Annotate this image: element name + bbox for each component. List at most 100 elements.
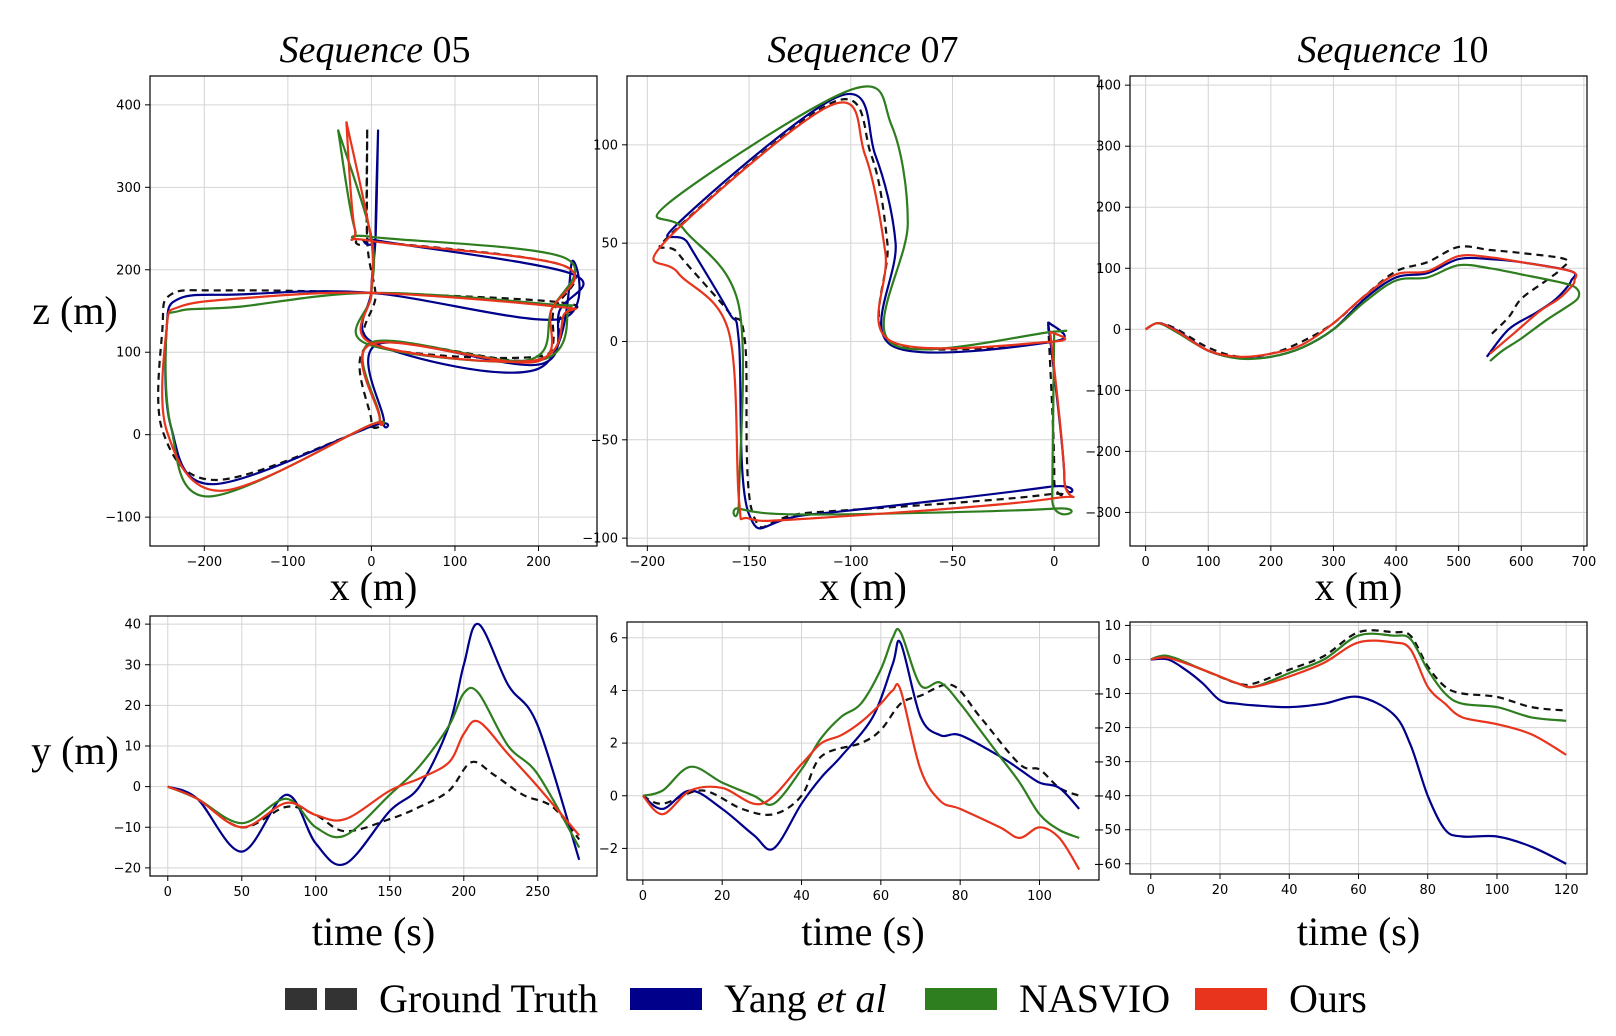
panel-height-sequence-10: 0 20 40 60 80 100 120 −60 −50 −40 −30 −20 −10 0 10 time…	[1094, 619, 1588, 954]
y-tick-label: −100	[1085, 384, 1121, 399]
x-tick-label: 500	[1446, 555, 1471, 570]
x-tick-label: 300	[1321, 555, 1346, 570]
y-tick-label: 0	[133, 780, 141, 795]
x-tick-label: 0	[367, 555, 375, 570]
series-line-yang	[167, 622, 581, 867]
x-tick-label: −100	[270, 555, 306, 570]
panel-trajectory-sequence-07: −200 −150 −100 −50 0 −100 −50 0 50 100 Sequence 07…	[582, 29, 1100, 609]
series-line-ours	[161, 121, 577, 492]
x-tick-label: 100	[1485, 883, 1510, 898]
nasvio-swatch	[925, 987, 997, 1010]
series-group	[167, 622, 581, 867]
panel-title: Sequence 05	[280, 29, 471, 71]
y-tick-label: 200	[116, 263, 141, 278]
y-tick-label: 100	[1096, 262, 1121, 277]
y-tick-label: 10	[1104, 619, 1121, 634]
series-line-ours	[642, 682, 1081, 871]
series-line-nasvio	[167, 686, 581, 849]
x-tick-label: −150	[731, 555, 767, 570]
x-tick-label: 100	[1196, 555, 1221, 570]
series-group	[1150, 629, 1567, 865]
x-tick-label: 60	[1350, 883, 1367, 898]
y-tick-label: −2	[599, 842, 618, 857]
x-tick-label: 0	[1050, 555, 1058, 570]
legend-item-ours: Ours	[1195, 975, 1367, 1022]
y-tick-label: −100	[582, 532, 618, 547]
series-line-nasvio	[1145, 263, 1581, 362]
y-tick-label: 4	[610, 684, 618, 699]
y-tick-label: −200	[1085, 445, 1121, 460]
x-axis-label: time (s)	[801, 909, 924, 954]
x-axis-label: x (m)	[330, 564, 418, 609]
series-line-ours	[652, 101, 1075, 522]
y-tick-label: 0	[1113, 653, 1121, 668]
series-line-nasvio	[655, 85, 1073, 518]
legend-label-nasvio: NASVIO	[1019, 976, 1171, 1021]
y-tick-label: 400	[116, 98, 141, 113]
axes-frame	[149, 75, 598, 547]
y-tick-label: 0	[610, 335, 618, 350]
series-line-ground-truth	[642, 683, 1080, 816]
x-tick-label: 20	[1212, 883, 1229, 898]
y-tick-label: 300	[1096, 140, 1121, 155]
x-tick-label: 80	[1419, 883, 1436, 898]
series-line-nasvio	[642, 627, 1080, 839]
axes-frame	[626, 75, 1100, 547]
series-group	[652, 85, 1075, 530]
legend-item-nasvio: NASVIO	[925, 975, 1170, 1022]
panel-height-sequence-07: 0 20 40 60 80 100 −2 0 2 4 6 time (s)	[599, 621, 1100, 954]
y-tick-label: 6	[610, 631, 618, 646]
y-tick-label: −50	[1094, 823, 1121, 838]
panel-height-sequence-05: 0 50 100 150 200 250 −20 −10 0 10 20 30 40 time (s) y …	[31, 615, 598, 954]
legend-item-ground-truth: Ground Truth	[285, 975, 598, 1022]
x-tick-label: 600	[1509, 555, 1534, 570]
panel-trajectory-sequence-10: 0 100 200 300 400 500 600 700 −300 −200 −100 0 100 20…	[1085, 29, 1596, 609]
x-tick-label: 0	[639, 889, 647, 904]
axes-frame	[1129, 75, 1588, 547]
y-tick-label: −30	[1094, 755, 1121, 770]
y-tick-label: 10	[124, 740, 141, 755]
x-tick-label: 40	[1281, 883, 1298, 898]
x-tick-label: 20	[714, 889, 731, 904]
y-tick-label: −300	[1085, 506, 1121, 521]
axes-frame	[626, 621, 1100, 881]
y-tick-label: 100	[593, 138, 618, 153]
y-tick-label: 0	[610, 789, 618, 804]
legend-item-yang: Yang et al	[630, 975, 887, 1022]
x-tick-label: −100	[833, 555, 869, 570]
y-tick-label: −10	[1094, 687, 1121, 702]
y-tick-label: −60	[1094, 857, 1121, 872]
series-group	[1145, 245, 1581, 362]
legend-label-yang-name: Yang	[724, 976, 817, 1021]
panel-title: Sequence 07	[768, 29, 959, 71]
x-tick-label: −200	[186, 555, 222, 570]
x-tick-label: 100	[303, 885, 328, 900]
legend: Ground Truth Yang et al NASVIO Ours	[0, 975, 1616, 1035]
x-tick-label: 50	[233, 885, 250, 900]
x-tick-label: 200	[451, 885, 476, 900]
y-axis-label: z (m)	[32, 288, 118, 333]
x-axis-label: time (s)	[312, 909, 435, 954]
x-tick-label: 0	[1147, 883, 1155, 898]
ours-swatch	[1195, 987, 1267, 1010]
y-tick-label: 20	[124, 699, 141, 714]
x-tick-label: 0	[1142, 555, 1150, 570]
series-group	[642, 627, 1081, 871]
y-tick-label: 2	[610, 737, 618, 752]
x-tick-label: 0	[164, 885, 172, 900]
x-tick-label: 400	[1384, 555, 1409, 570]
x-tick-label: −50	[939, 555, 966, 570]
y-tick-label: −20	[114, 861, 141, 876]
legend-label-yang: Yang et al	[724, 975, 887, 1022]
x-tick-label: 80	[952, 889, 969, 904]
series-line-ours	[167, 719, 581, 837]
x-tick-label: 700	[1571, 555, 1596, 570]
series-line-ours	[1150, 639, 1567, 756]
x-tick-label: 100	[443, 555, 468, 570]
series-line-yang	[1150, 657, 1567, 865]
y-tick-label: −20	[1094, 721, 1121, 736]
y-tick-label: 30	[124, 658, 141, 673]
y-tick-label: 50	[601, 237, 618, 252]
panel-title: Sequence 10	[1298, 29, 1489, 71]
x-tick-label: 200	[526, 555, 551, 570]
